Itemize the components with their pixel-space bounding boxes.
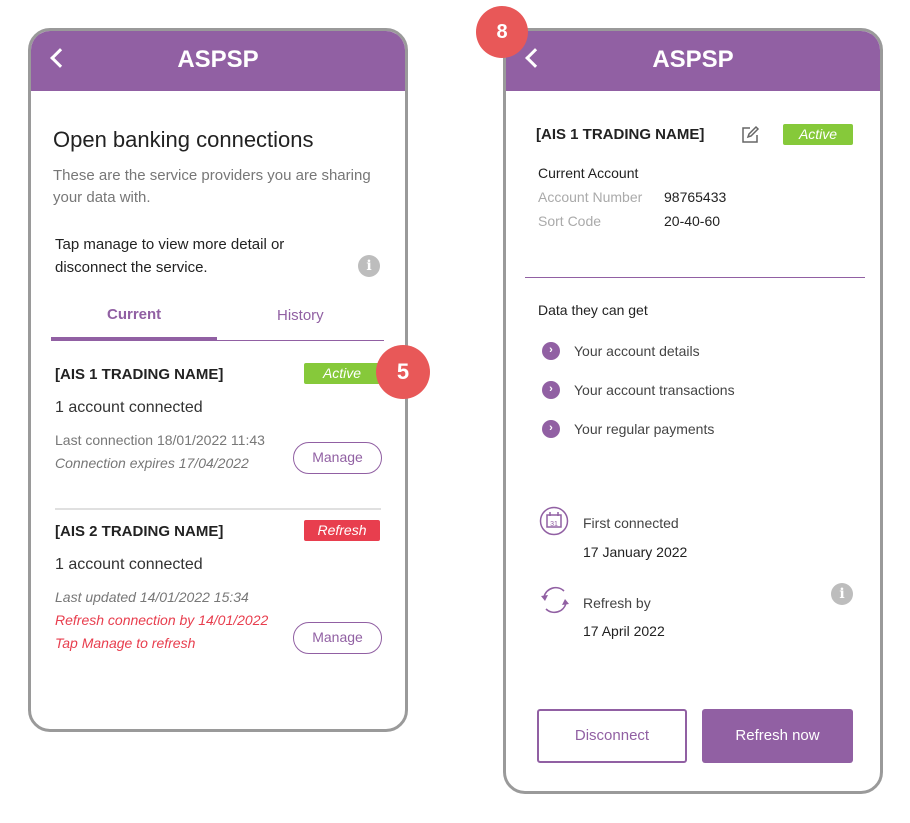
refresh-icon xyxy=(539,584,571,616)
last-updated: Last updated 14/01/2022 15:34 xyxy=(55,589,249,605)
expiry: Connection expires 17/04/2022 xyxy=(55,455,249,471)
subtitle: These are the service providers you are … xyxy=(53,167,371,206)
divider xyxy=(525,277,865,278)
data-item: Your account details xyxy=(574,343,700,359)
data-heading: Data they can get xyxy=(538,302,648,318)
first-connected-label: First connected xyxy=(583,515,679,531)
connection-name: [AIS 1 TRADING NAME] xyxy=(536,126,705,143)
tab-active-indicator xyxy=(51,337,217,341)
refresh-by-date: 17 April 2022 xyxy=(583,623,665,639)
header-title: ASPSP xyxy=(177,46,259,73)
status-badge: Active xyxy=(304,363,380,384)
chevron-right-icon: › xyxy=(542,420,560,438)
chevron-right-icon: › xyxy=(542,342,560,360)
app-header: ASPSP xyxy=(31,31,405,91)
data-item: Your regular payments xyxy=(574,421,715,437)
connection-name: [AIS 2 TRADING NAME] xyxy=(55,523,224,540)
divider xyxy=(55,508,381,510)
account-type: Current Account xyxy=(538,165,639,181)
tab-current[interactable]: Current xyxy=(107,306,162,323)
page-title: Open banking connections xyxy=(53,127,314,152)
step-marker: 8 xyxy=(476,6,528,58)
manage-button[interactable]: Manage xyxy=(293,442,382,474)
sort-code-label: Sort Code xyxy=(538,213,602,229)
manage-button[interactable]: Manage xyxy=(293,622,382,654)
accounts-count: 1 account connected xyxy=(55,556,203,573)
tab-underline xyxy=(51,340,384,341)
refresh-now-button[interactable]: Refresh now xyxy=(702,709,853,763)
account-number-label: Account Number xyxy=(538,189,643,205)
account-number: 98765433 xyxy=(664,189,727,205)
step-marker: 5 xyxy=(376,345,430,399)
last-connection: Last connection 18/01/2022 11:43 xyxy=(55,432,265,448)
connection-name: [AIS 1 TRADING NAME] xyxy=(55,366,224,383)
disconnect-button[interactable]: Disconnect xyxy=(537,709,687,763)
status-badge: Active xyxy=(783,124,853,145)
info-icon[interactable]: i xyxy=(358,255,380,277)
first-connected-date: 17 January 2022 xyxy=(583,544,688,560)
connections-screen: ASPSP Open banking connections These are… xyxy=(28,28,408,732)
sort-code: 20-40-60 xyxy=(664,213,721,229)
status-badge: Refresh xyxy=(304,520,380,541)
svg-text:31: 31 xyxy=(550,521,558,528)
data-item: Your account transactions xyxy=(574,382,735,398)
hint-text: Tap manage to view more detail or disconn… xyxy=(55,236,285,276)
edit-icon[interactable] xyxy=(740,125,760,145)
header-title: ASPSP xyxy=(652,46,734,73)
connection-detail-screen: ASPSP [AIS 1 TRADING NAME] Active Curren… xyxy=(503,28,883,794)
calendar-icon: 31 xyxy=(539,506,569,536)
refresh-warning: Refresh connection by 14/01/2022 xyxy=(55,612,269,628)
info-icon[interactable]: i xyxy=(831,583,853,605)
refresh-instruction: Tap Manage to refresh xyxy=(55,635,196,651)
refresh-by-label: Refresh by xyxy=(583,595,651,611)
app-header: ASPSP xyxy=(506,31,880,91)
tab-history[interactable]: History xyxy=(277,307,324,324)
chevron-right-icon: › xyxy=(542,381,560,399)
accounts-count: 1 account connected xyxy=(55,399,203,416)
